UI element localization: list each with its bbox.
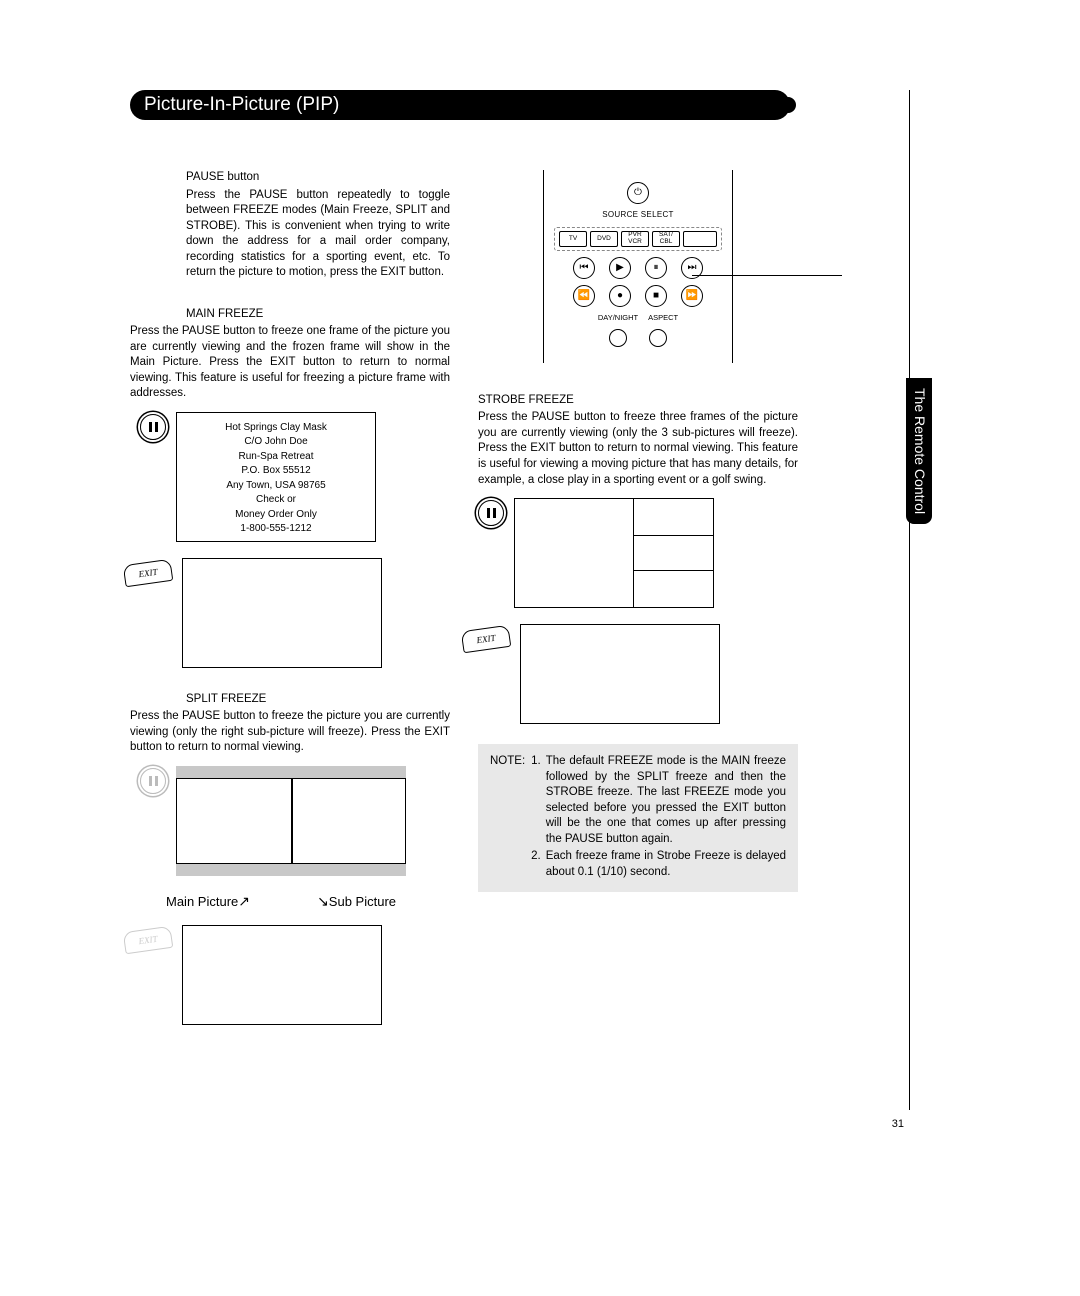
address-screen: Hot Springs Clay Mask C/O John Doe Run-S… [176, 412, 376, 542]
daynight-label: DAY/NIGHT [598, 313, 638, 323]
pause-body: Press the PAUSE button repeatedly to tog… [186, 188, 450, 281]
pause-heading: PAUSE button [186, 170, 450, 186]
split-screen [176, 766, 406, 876]
addr-line: Hot Springs Clay Mask [183, 421, 369, 436]
source-select-label: SOURCE SELECT [556, 210, 720, 221]
split-freeze-body: Press the PAUSE button to freeze the pic… [130, 709, 450, 756]
addr-line: Check or [183, 493, 369, 508]
note-label: NOTE: [490, 754, 525, 882]
tv-button: TV [559, 231, 587, 247]
blank-screen [182, 558, 382, 668]
pvr-vcr-button: PVR VCR [621, 231, 649, 247]
sat-cbl-button: SAT/ CBL [652, 231, 680, 247]
exit-button-icon: EXIT [461, 625, 512, 653]
manual-page: Picture-In-Picture (PIP) PAUSE button Pr… [130, 90, 910, 1041]
split-freeze-heading: SPLIT FREEZE [186, 692, 450, 708]
addr-line: 1-800-555-1212 [183, 522, 369, 537]
main-freeze-heading: MAIN FREEZE [186, 307, 450, 323]
power-icon: ⏻ [627, 182, 649, 204]
source-select-group: TV DVD PVR VCR SAT/ CBL [554, 227, 722, 251]
right-column: ⏻ SOURCE SELECT TV DVD PVR VCR SAT/ CBL … [478, 170, 798, 1041]
pause-remote-icon: ⏸ [645, 257, 667, 279]
remote-diagram: ⏻ SOURCE SELECT TV DVD PVR VCR SAT/ CBL … [543, 170, 733, 363]
record-icon: ● [609, 285, 631, 307]
dvd-button: DVD [590, 231, 618, 247]
strobe-screen [514, 498, 714, 608]
note-item: 1. The default FREEZE mode is the MAIN f… [531, 754, 786, 847]
strobe-heading: STROBE FREEZE [478, 393, 798, 409]
callout-line [692, 275, 842, 276]
prev-track-icon: ⏮ [573, 257, 595, 279]
pause-icon [140, 768, 166, 794]
blank-button [683, 231, 717, 247]
addr-line: Run-Spa Retreat [183, 450, 369, 465]
blank-screen [520, 624, 720, 724]
addr-line: Any Town, USA 98765 [183, 479, 369, 494]
daynight-button [609, 329, 627, 347]
note-box: NOTE: 1. The default FREEZE mode is the … [478, 744, 798, 892]
note-item: 2. Each freeze frame in Strobe Freeze is… [531, 849, 786, 880]
exit-button-icon: EXIT [123, 925, 174, 953]
stop-icon: ■ [645, 285, 667, 307]
pause-icon [478, 500, 504, 526]
left-column: PAUSE button Press the PAUSE button repe… [130, 170, 450, 1041]
exit-button-icon: EXIT [123, 558, 174, 586]
pause-icon [140, 414, 166, 440]
addr-line: Money Order Only [183, 508, 369, 523]
page-number: 31 [892, 1118, 904, 1130]
main-freeze-body: Press the PAUSE button to freeze one fra… [130, 324, 450, 402]
addr-line: C/O John Doe [183, 435, 369, 450]
split-labels: Main Picture↗ ↘Sub Picture [166, 892, 396, 911]
aspect-button [649, 329, 667, 347]
strobe-body: Press the PAUSE button to freeze three f… [478, 410, 798, 488]
aspect-label: ASPECT [648, 313, 678, 323]
blank-screen [182, 925, 382, 1025]
rewind-icon: ⏪ [573, 285, 595, 307]
margin-rule [909, 90, 910, 1110]
section-title: Picture-In-Picture (PIP) [130, 90, 790, 120]
addr-line: P.O. Box 55512 [183, 464, 369, 479]
ffwd-icon: ⏩ [681, 285, 703, 307]
play-icon: ▶ [609, 257, 631, 279]
